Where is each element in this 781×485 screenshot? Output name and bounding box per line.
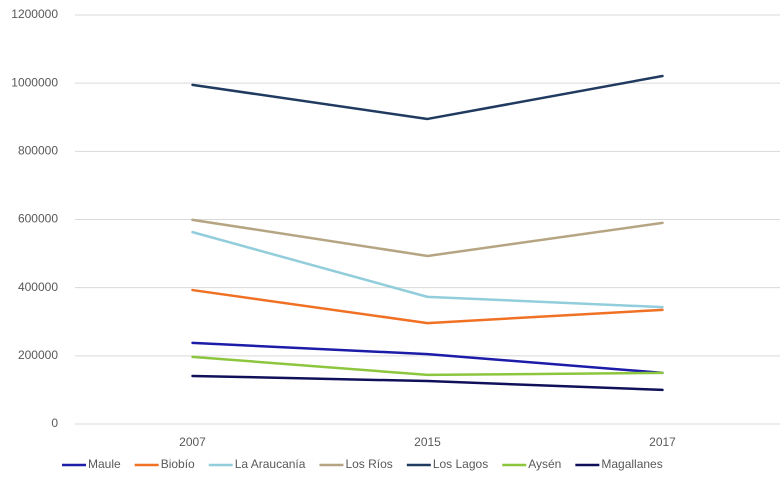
y-tick-label: 0	[51, 416, 58, 430]
y-tick-label: 400000	[18, 280, 58, 294]
line-series	[191, 218, 664, 258]
legend-label: La Araucanía	[235, 457, 306, 471]
line-series	[191, 74, 664, 121]
y-tick-label: 1000000	[11, 75, 58, 89]
y-tick-label: 200000	[18, 348, 58, 362]
x-tick-label: 2015	[414, 435, 441, 449]
y-tick-label: 600000	[18, 212, 58, 226]
line-series	[191, 374, 664, 392]
line-series	[191, 230, 664, 309]
legend-label: Aysén	[528, 457, 561, 471]
x-tick-label: 2007	[179, 435, 206, 449]
y-tick-label: 1200000	[11, 7, 58, 21]
legend-label: Magallanes	[601, 457, 662, 471]
legend-label: Los Lagos	[433, 457, 488, 471]
line-series	[191, 341, 664, 375]
legend-label: Biobío	[161, 457, 195, 471]
y-tick-label: 800000	[18, 144, 58, 158]
legend-label: Maule	[88, 457, 121, 471]
line-series	[191, 355, 664, 377]
x-tick-label: 2017	[649, 435, 676, 449]
legend-label: Los Ríos	[345, 457, 392, 471]
line-series	[191, 288, 664, 325]
